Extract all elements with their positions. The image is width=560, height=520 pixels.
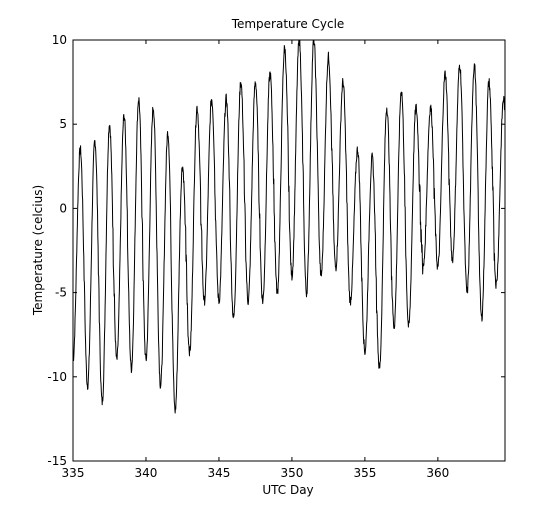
y-tick-label: 10: [52, 33, 67, 47]
y-axis-ticks: -15 -10 -5 0 5 10: [47, 33, 505, 468]
x-tick-label: 360: [426, 466, 449, 480]
y-tick-label: -5: [55, 286, 67, 300]
temperature-series-line: [72, 39, 506, 414]
x-axis-ticks: 335 340 345 350 355 360: [62, 40, 449, 480]
x-tick-label: 340: [135, 466, 158, 480]
chart-title: Temperature Cycle: [231, 17, 345, 31]
x-tick-label: 335: [62, 466, 85, 480]
plot-area: [72, 39, 506, 414]
y-tick-label: 0: [59, 201, 67, 215]
axes-box: [72, 39, 506, 462]
x-tick-label: 355: [353, 466, 376, 480]
x-tick-label: 350: [280, 466, 303, 480]
y-tick-label: -15: [47, 454, 67, 468]
x-tick-label: 345: [207, 466, 230, 480]
y-tick-label: -10: [47, 370, 67, 384]
y-axis-title: Temperature (celcius): [31, 185, 45, 316]
x-axis-title: UTC Day: [262, 483, 313, 497]
y-tick-label: 5: [59, 117, 67, 131]
